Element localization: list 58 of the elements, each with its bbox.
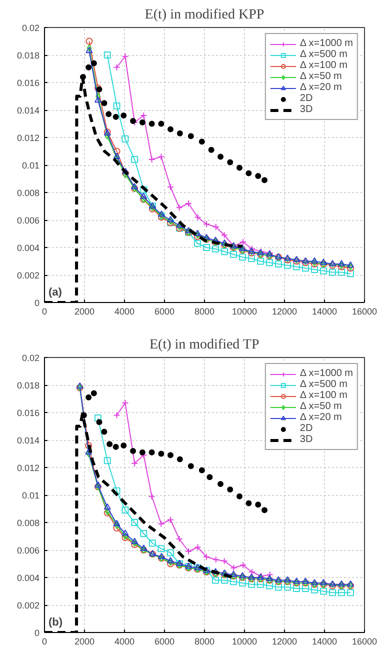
x-tick-label: 8000 bbox=[194, 636, 215, 646]
y-tick-label: 0.02 bbox=[22, 353, 40, 363]
y-tick-label: 0.004 bbox=[16, 573, 40, 583]
legend-label: Δ x=100 m bbox=[300, 390, 348, 401]
y-tick-label: 0.008 bbox=[16, 188, 40, 198]
y-tick-label: 0.006 bbox=[16, 546, 40, 556]
legend-label: Δ x=500 m bbox=[300, 379, 348, 390]
y-tick-label: 0.01 bbox=[22, 490, 40, 500]
y-tick-label: 0.006 bbox=[16, 216, 40, 226]
x-tick-label: 6000 bbox=[154, 306, 175, 316]
chart-title: E(t) in modified KPP bbox=[144, 8, 264, 22]
x-tick-label: 0 bbox=[42, 306, 48, 316]
y-tick-label: 0 bbox=[34, 298, 40, 308]
x-tick-label: 14000 bbox=[312, 306, 338, 316]
chart-title: E(t) in modified TP bbox=[149, 338, 260, 352]
y-tick-label: 0.014 bbox=[16, 436, 40, 446]
x-tick-label: 6000 bbox=[154, 636, 175, 646]
y-tick-label: 0.01 bbox=[22, 160, 40, 170]
y-tick-label: 0 bbox=[34, 628, 40, 638]
annotation: (a) bbox=[48, 286, 62, 298]
x-tick-label: 14000 bbox=[312, 636, 338, 646]
legend-label: Δ x=50 m bbox=[300, 71, 342, 82]
x-tick-label: 2000 bbox=[74, 636, 95, 646]
legend-label: Δ x=100 m bbox=[300, 60, 348, 71]
x-tick-label: 10000 bbox=[232, 306, 258, 316]
legend-label: 2D bbox=[300, 423, 314, 434]
x-tick-label: 0 bbox=[42, 636, 48, 646]
x-tick-label: 16000 bbox=[352, 636, 378, 646]
y-tick-label: 0.014 bbox=[16, 106, 40, 116]
x-tick-label: 16000 bbox=[352, 306, 378, 316]
y-tick-label: 0.004 bbox=[16, 243, 40, 253]
annotation: (b) bbox=[48, 616, 63, 628]
x-tick-label: 4000 bbox=[114, 636, 135, 646]
x-tick-label: 12000 bbox=[272, 636, 298, 646]
y-tick-label: 0.016 bbox=[16, 408, 40, 418]
legend-label: 3D bbox=[300, 104, 314, 115]
legend-label: 3D bbox=[300, 434, 314, 445]
y-tick-label: 0.016 bbox=[16, 78, 40, 88]
y-tick-label: 0.008 bbox=[16, 518, 40, 528]
x-tick-label: 12000 bbox=[272, 306, 298, 316]
legend-label: Δ x=1000 m bbox=[300, 38, 353, 49]
y-tick-label: 0.012 bbox=[16, 463, 40, 473]
legend-label: Δ x=1000 m bbox=[300, 368, 353, 379]
x-tick-label: 10000 bbox=[232, 636, 258, 646]
legend-label: Δ x=50 m bbox=[300, 401, 342, 412]
x-tick-label: 8000 bbox=[194, 306, 215, 316]
y-tick-label: 0.012 bbox=[16, 133, 40, 143]
x-tick-label: 4000 bbox=[114, 306, 135, 316]
y-tick-label: 0.002 bbox=[16, 270, 40, 280]
y-tick-label: 0.018 bbox=[16, 380, 40, 390]
legend-label: Δ x=20 m bbox=[300, 82, 342, 93]
legend-label: 2D bbox=[300, 93, 314, 104]
y-tick-label: 0.002 bbox=[16, 600, 40, 610]
x-tick-label: 2000 bbox=[74, 306, 95, 316]
y-tick-label: 0.018 bbox=[16, 50, 40, 60]
legend-label: Δ x=500 m bbox=[300, 49, 348, 60]
legend-label: Δ x=20 m bbox=[300, 412, 342, 423]
y-tick-label: 0.02 bbox=[22, 23, 40, 33]
